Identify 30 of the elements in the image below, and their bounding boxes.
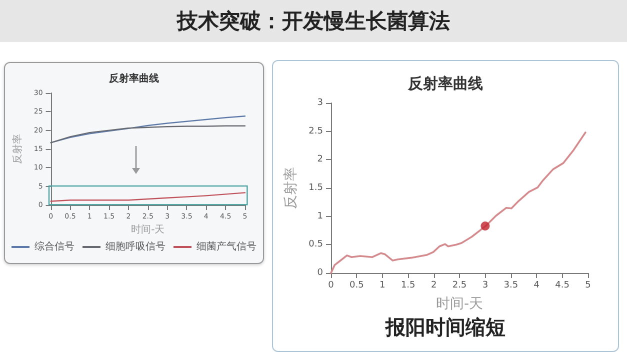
y-tick-label: 3 — [317, 98, 323, 108]
x-axis-title: 时间-天 — [436, 296, 484, 312]
legend-label: 细胞呼吸信号 — [106, 240, 166, 252]
y-tick-label: 2.5 — [308, 126, 323, 136]
x-tick-label: 2.5 — [452, 280, 467, 290]
x-tick-label: 4.5 — [555, 280, 570, 290]
line-series — [50, 125, 246, 144]
y-tick-label: 1.5 — [308, 183, 323, 193]
y-axis-title: 反射率 — [282, 167, 299, 209]
y-tick-label: 2 — [317, 154, 323, 165]
text: 报阳时间缩短 — [384, 315, 506, 339]
x-tick-label: 5 — [585, 280, 591, 290]
line-series — [50, 192, 246, 202]
legend-label: 细菌产气信号 — [196, 240, 256, 252]
x-axis-title: 时间-天 — [131, 223, 165, 236]
x-tick-label: 1 — [380, 280, 386, 290]
x-tick-label: 2 — [430, 280, 437, 290]
x-tick-label: 4 — [534, 280, 540, 290]
legend-label: 综合信号 — [34, 240, 74, 252]
text: 技术突破：开发慢生长菌算法 — [0, 0, 627, 42]
x-tick-label: 3.5 — [504, 280, 518, 290]
y-tick-label: 0.5 — [308, 240, 323, 250]
y-axis-title: 反射率 — [12, 134, 24, 164]
x-tick-label: 0.5 — [350, 280, 364, 290]
x-tick-label: 3 — [482, 280, 488, 290]
x-tick-label: 0 — [328, 280, 334, 290]
chart-title: 反射率曲线 — [108, 72, 159, 84]
chart-title: 反射率曲线 — [407, 74, 483, 92]
x-tick-label: 1.5 — [400, 280, 416, 290]
y-tick-label: 0 — [317, 268, 324, 278]
